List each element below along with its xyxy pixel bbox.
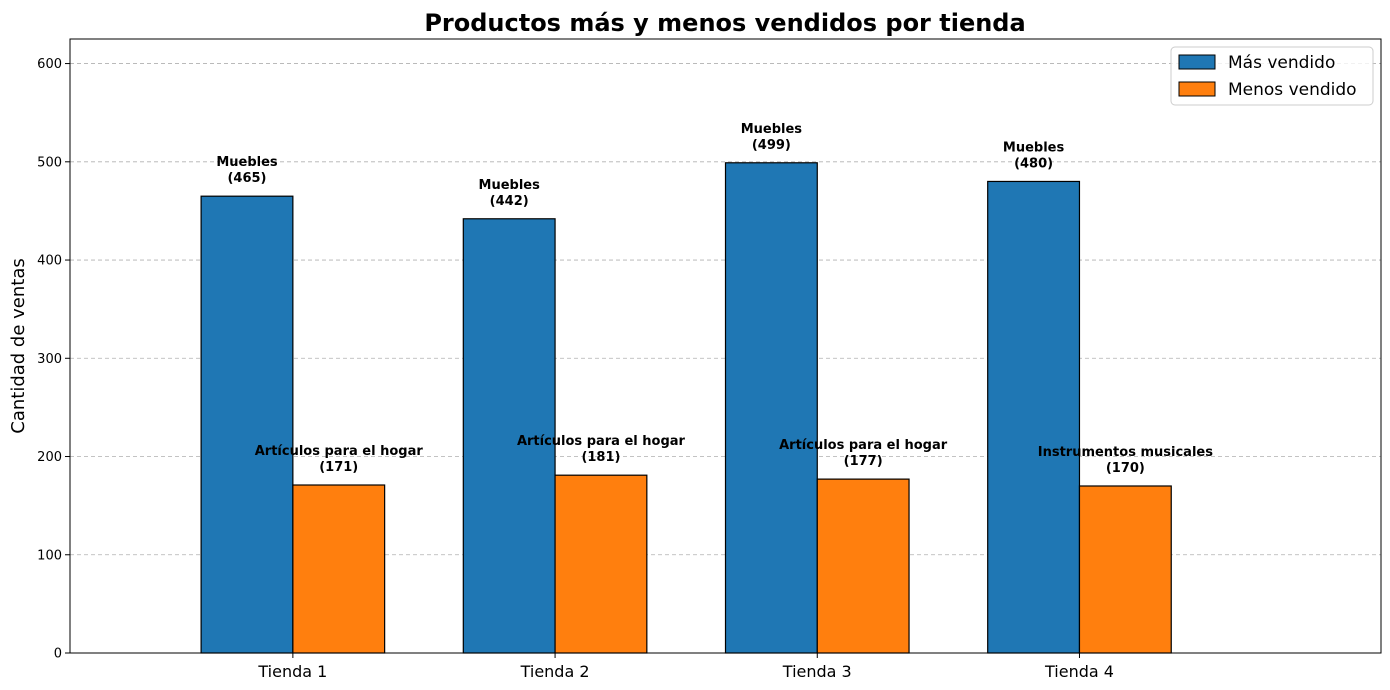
- legend-box: [1170, 46, 1374, 106]
- bar-product-label: Instrumentos musicales: [1038, 445, 1213, 460]
- bar-product-label: Muebles: [1003, 140, 1065, 155]
- y-tick-label: 600: [37, 57, 62, 72]
- y-tick-label: 100: [37, 548, 62, 563]
- y-tick-label: 200: [37, 450, 62, 465]
- bar-value-label: (499): [752, 138, 791, 153]
- bar-mas-vendido: [987, 180, 1081, 654]
- bar-product-label: Artículos para el hogar: [779, 438, 948, 453]
- y-tick-label: 0: [54, 647, 62, 662]
- bar-mas-vendido: [724, 162, 818, 654]
- bar-value-label: (465): [227, 171, 266, 186]
- legend-label: Menos vendido: [1228, 80, 1357, 100]
- plot-frame: [69, 38, 1382, 654]
- bar-value-label: (442): [490, 194, 529, 209]
- bars: [200, 162, 1172, 654]
- bar-product-label: Artículos para el hogar: [255, 444, 424, 459]
- x-tick-label: Tienda 2: [520, 662, 590, 681]
- legend-swatch: [1178, 81, 1216, 97]
- y-tick-label: 300: [37, 352, 62, 367]
- bar-menos-vendido: [292, 484, 386, 654]
- x-tick-label: Tienda 4: [1044, 662, 1114, 681]
- bar-value-label: (177): [844, 454, 883, 469]
- bar-annotations: Muebles(465) Muebles(442)Muebles(499) Mueb…: [216, 122, 1213, 476]
- bar-value-label: (171): [319, 460, 358, 475]
- bar-product-label: Muebles: [216, 155, 278, 170]
- x-tick-label: Tienda 1: [257, 662, 327, 681]
- bar-product-label: Muebles: [741, 122, 803, 137]
- bar-mas-vendido: [462, 218, 556, 654]
- bar-product-label: Artículos para el hogar: [517, 434, 686, 449]
- axes: 0 100 200 300 400 500 600 Tienda 1 Tienda 2 Tiend…: [37, 38, 1382, 681]
- y-tick-label: 500: [37, 155, 62, 170]
- y-axis-label: Cantidad de ventas: [8, 258, 29, 434]
- bar-value-label: (480): [1014, 156, 1053, 171]
- bar-value-label: (181): [581, 450, 620, 465]
- x-tick-label: Tienda 3: [782, 662, 852, 681]
- bar-menos-vendido: [816, 478, 910, 654]
- bar-menos-vendido: [1078, 485, 1172, 654]
- legend: Más vendido Menos vendido: [1170, 46, 1374, 106]
- chart-title: Productos más y menos vendidos por tiend…: [424, 9, 1025, 37]
- bar-value-label: (170): [1106, 461, 1145, 476]
- bar-mas-vendido: [200, 195, 294, 654]
- bar-product-label: Muebles: [479, 178, 541, 193]
- legend-swatch: [1178, 54, 1216, 70]
- y-tick-label: 400: [37, 254, 62, 269]
- bar-menos-vendido: [554, 474, 648, 654]
- legend-label: Más vendido: [1228, 53, 1335, 73]
